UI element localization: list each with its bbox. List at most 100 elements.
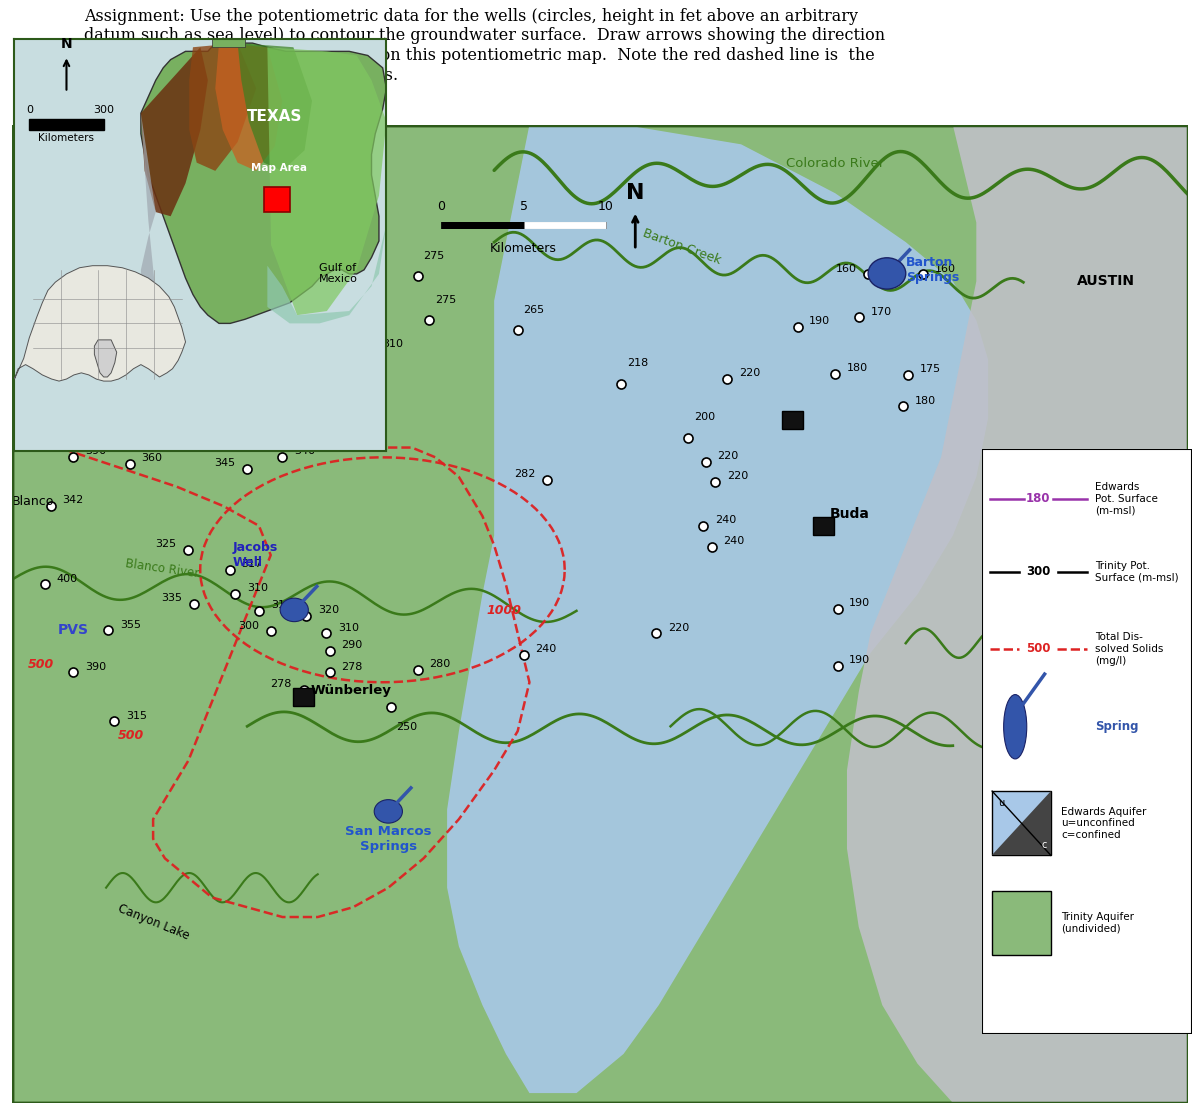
- Polygon shape: [190, 43, 257, 170]
- Polygon shape: [95, 340, 116, 377]
- Text: Jacobs
Well: Jacobs Well: [233, 541, 278, 569]
- Text: u: u: [998, 798, 1004, 808]
- Text: 240: 240: [715, 515, 737, 525]
- Text: 220: 220: [668, 623, 690, 633]
- Text: 355: 355: [120, 619, 142, 629]
- Text: Dripping Springs: Dripping Springs: [262, 350, 388, 363]
- Text: 1000: 1000: [486, 604, 521, 617]
- Text: 390: 390: [85, 662, 106, 672]
- Text: Kilometers: Kilometers: [38, 134, 95, 144]
- Text: 321: 321: [300, 385, 322, 395]
- Text: 250: 250: [396, 722, 418, 732]
- Text: San Marcos
Springs: San Marcos Springs: [346, 824, 432, 853]
- Text: 282: 282: [514, 469, 535, 479]
- Text: Map Area: Map Area: [251, 163, 306, 173]
- Polygon shape: [215, 43, 282, 170]
- Text: PVS: PVS: [58, 624, 89, 637]
- Text: 220: 220: [739, 369, 760, 379]
- Text: 1000: 1000: [65, 438, 100, 450]
- Text: 218: 218: [628, 359, 648, 369]
- Text: 287: 287: [336, 329, 356, 339]
- Text: 5: 5: [520, 199, 528, 213]
- Text: 0: 0: [25, 105, 32, 115]
- Text: 160: 160: [935, 264, 956, 274]
- Text: 265: 265: [523, 304, 545, 314]
- Polygon shape: [847, 125, 1188, 1103]
- Bar: [992, 890, 1051, 955]
- Polygon shape: [140, 43, 386, 323]
- Circle shape: [872, 262, 901, 285]
- Text: 333: 333: [271, 409, 292, 419]
- Bar: [29, 119, 103, 129]
- Text: Wünberley: Wünberley: [311, 684, 391, 696]
- Text: 0: 0: [437, 199, 445, 213]
- Text: 160: 160: [835, 264, 857, 274]
- Text: 321: 321: [365, 417, 386, 427]
- Text: TEXAS: TEXAS: [247, 109, 302, 125]
- Text: 327: 327: [150, 290, 170, 300]
- Text: 342: 342: [62, 496, 84, 506]
- Polygon shape: [211, 39, 245, 47]
- Text: Blanco River: Blanco River: [125, 557, 200, 580]
- Text: 326: 326: [173, 353, 194, 363]
- Text: 190: 190: [850, 655, 870, 665]
- Text: 180: 180: [916, 395, 936, 405]
- Text: 500: 500: [1026, 643, 1050, 655]
- Text: 200: 200: [694, 412, 715, 422]
- Text: 325: 325: [247, 251, 269, 261]
- Text: 317: 317: [241, 559, 263, 569]
- Text: 335: 335: [162, 593, 182, 603]
- Text: 320: 320: [318, 605, 338, 615]
- Bar: [264, 187, 289, 212]
- Circle shape: [280, 598, 308, 622]
- Text: 180: 180: [1026, 492, 1050, 505]
- Text: 278: 278: [341, 662, 362, 672]
- Text: Trinity Pot.
Surface (m-msl): Trinity Pot. Surface (m-msl): [1096, 561, 1178, 583]
- Text: 220: 220: [718, 451, 739, 461]
- Polygon shape: [238, 43, 312, 170]
- Text: 400: 400: [56, 574, 78, 584]
- Text: Assignment: Use the potentiometric data for the wells (circles, height in fet ab: Assignment: Use the potentiometric data …: [84, 8, 886, 84]
- Text: 310: 310: [383, 339, 403, 349]
- Text: 240: 240: [724, 537, 745, 547]
- Text: 345: 345: [215, 458, 235, 468]
- Text: 275: 275: [436, 295, 457, 305]
- Text: Colorado River: Colorado River: [786, 157, 884, 170]
- Text: 240: 240: [535, 644, 557, 654]
- Text: Edwards Aquifer
u=unconfined
c=confined: Edwards Aquifer u=unconfined c=confined: [1061, 807, 1147, 840]
- Text: 315: 315: [126, 711, 148, 721]
- Text: 170: 170: [870, 306, 892, 316]
- Bar: [293, 688, 314, 706]
- Circle shape: [374, 800, 402, 823]
- Circle shape: [868, 257, 906, 290]
- Text: Trinity Aquifer
(undivided): Trinity Aquifer (undivided): [1061, 912, 1134, 934]
- Text: Barton
Springs: Barton Springs: [906, 255, 959, 284]
- Circle shape: [1003, 695, 1027, 759]
- Text: AUSTIN: AUSTIN: [1078, 274, 1135, 289]
- Text: 220: 220: [727, 471, 749, 481]
- Text: 500: 500: [118, 729, 144, 742]
- Text: 175: 175: [920, 364, 941, 374]
- Text: 500: 500: [29, 657, 54, 671]
- Text: 180: 180: [847, 363, 868, 373]
- Polygon shape: [14, 265, 186, 381]
- Text: Buda: Buda: [829, 507, 869, 521]
- Text: 300: 300: [94, 105, 114, 115]
- Bar: [992, 791, 1051, 856]
- Polygon shape: [140, 114, 156, 311]
- Text: 300: 300: [238, 620, 259, 631]
- Text: 190: 190: [850, 598, 870, 608]
- Text: Gulf of
Mexico: Gulf of Mexico: [319, 263, 358, 284]
- Polygon shape: [12, 125, 1188, 1103]
- Text: 10: 10: [598, 199, 614, 213]
- Text: Canyon Lake: Canyon Lake: [115, 901, 191, 942]
- Polygon shape: [140, 47, 208, 216]
- Text: 278: 278: [270, 680, 292, 690]
- Text: N: N: [626, 183, 644, 203]
- Text: 360: 360: [142, 453, 162, 463]
- Polygon shape: [992, 791, 1051, 856]
- Text: Total Dis-
solved Solids
(mg/l): Total Dis- solved Solids (mg/l): [1096, 633, 1163, 665]
- Text: 310: 310: [337, 623, 359, 633]
- Text: c: c: [1042, 840, 1046, 850]
- Text: 310: 310: [247, 584, 269, 594]
